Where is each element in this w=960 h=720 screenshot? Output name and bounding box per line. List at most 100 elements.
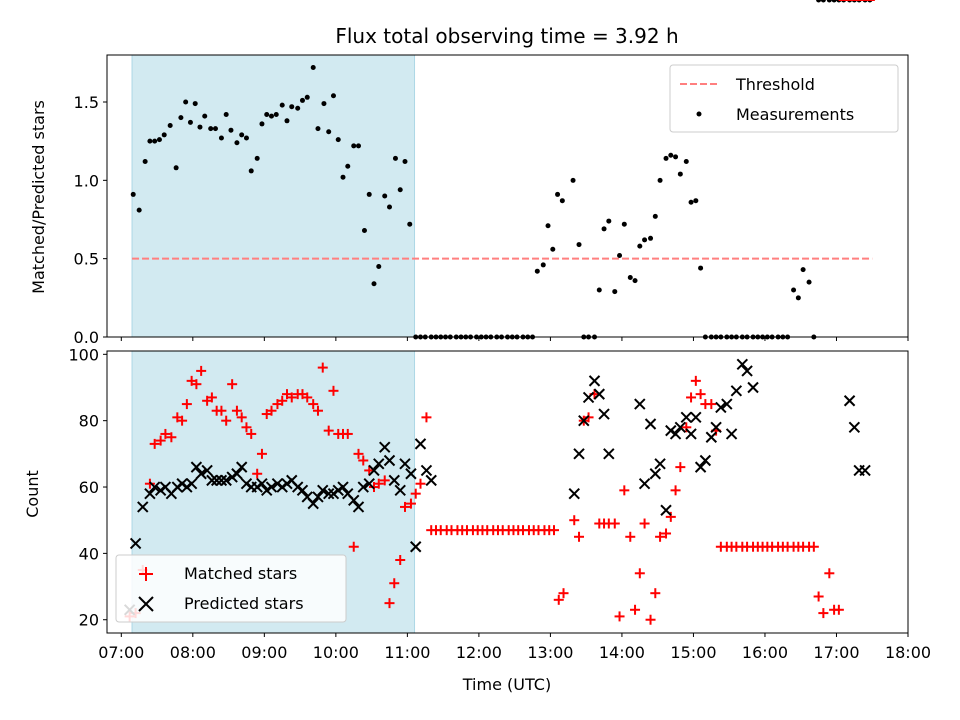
matched-star-point <box>206 392 217 403</box>
matched-star-point <box>328 385 339 396</box>
bottom-y-tick-label: 40 <box>79 544 99 563</box>
bottom-y-tick-label: 80 <box>79 412 99 431</box>
predicted-star-point <box>226 471 238 483</box>
matched-star-point <box>609 518 620 529</box>
measurement-point <box>187 119 193 125</box>
matched-star-point <box>706 399 717 410</box>
matched-star-point <box>149 438 160 449</box>
measurement-point <box>657 177 663 183</box>
measurement-point <box>632 278 638 284</box>
predicted-star-point <box>654 458 666 470</box>
measurement-point <box>345 163 351 169</box>
measurement-point <box>330 93 336 99</box>
measurement-point <box>356 143 362 149</box>
predicted-star-point <box>235 461 248 473</box>
measurement-point <box>407 221 413 227</box>
predicted-star-point <box>195 468 207 480</box>
measurement-point <box>820 0 826 3</box>
measurement-point <box>161 132 167 138</box>
matched-star-point <box>231 405 242 416</box>
top-y-tick-label: 0.0 <box>74 328 99 347</box>
measurement-point <box>340 174 346 180</box>
bottom-y-tick-label: 100 <box>68 345 99 364</box>
matched-star-point <box>670 485 681 496</box>
measurement-point <box>816 0 822 3</box>
matched-star-point <box>415 478 426 489</box>
x-axis-label: Time (UTC) <box>462 675 551 694</box>
measurement-point <box>576 242 582 248</box>
bottom-y-tick-label: 20 <box>79 611 99 630</box>
measurement-point <box>663 155 669 161</box>
measurement-point <box>223 112 229 118</box>
x-tick-label: 16:00 <box>742 643 788 662</box>
matched-star-point <box>196 365 207 376</box>
top-y-tick-label: 1.5 <box>74 93 99 112</box>
predicted-star-point <box>363 477 375 490</box>
measurement-point <box>248 168 254 174</box>
matched-star-point <box>342 428 353 439</box>
top-axes-frame <box>106 54 909 338</box>
measurement-point <box>392 155 398 161</box>
predicted-star-point <box>368 464 380 477</box>
predicted-star-point <box>644 418 657 430</box>
predicted-star-point <box>379 441 391 453</box>
predicted-star-point <box>201 464 213 477</box>
predicted-star-point <box>715 401 727 414</box>
predicted-star-point <box>598 408 610 420</box>
measurement-point <box>397 187 403 193</box>
matched-star-point <box>246 428 257 439</box>
measurement-point <box>243 135 249 141</box>
matched-star-point <box>379 475 390 486</box>
predicted-star-point <box>292 481 304 493</box>
matched-star-point <box>639 518 650 529</box>
measurement-point <box>156 137 162 143</box>
bottom-y-ticks: 20 40 60 80 100 <box>68 345 107 630</box>
top-y-ticks: 0.0 0.5 1.0 1.5 <box>74 93 107 347</box>
measurement-point <box>693 198 699 204</box>
predicted-star-point <box>137 501 149 513</box>
predicted-star-point <box>603 448 615 460</box>
measurement-point <box>596 287 602 293</box>
matched-star-point <box>661 528 672 539</box>
predicted-star-point <box>296 484 309 497</box>
matched-star-point <box>614 611 625 622</box>
predicted-star-point <box>215 474 228 487</box>
measurement-point <box>259 121 265 127</box>
x-tick-label: 11:00 <box>384 643 430 662</box>
matched-star-point <box>364 465 375 476</box>
predicted-star-point <box>747 381 759 394</box>
measurement-point <box>637 243 643 249</box>
matched-star-point <box>399 501 410 512</box>
bottom-panel: 20 40 60 80 100 07:00 08:00 09:00 10:00 11:00 12:… <box>23 0 931 694</box>
measurement-point <box>178 115 184 121</box>
matched-star-point <box>312 405 323 416</box>
measurement-point <box>295 105 301 111</box>
measurement-point <box>806 279 812 285</box>
measurement-point <box>289 104 295 110</box>
measurement-point <box>601 226 607 232</box>
measurement-point <box>648 235 654 241</box>
measurement-point <box>173 165 179 171</box>
predicted-star-point <box>665 424 677 437</box>
predicted-star-point <box>399 458 411 470</box>
measurement-point <box>652 213 658 219</box>
predicted-star-point <box>649 468 662 480</box>
predicted-star-point <box>312 491 324 503</box>
matched-star-point <box>191 379 202 390</box>
matched-star-point <box>317 362 328 373</box>
measurement-point <box>791 287 797 293</box>
measurement-point <box>402 159 408 165</box>
predicted-star-point <box>276 481 288 493</box>
predicted-star-point <box>332 484 344 497</box>
top-y-tick-label: 1.0 <box>74 171 99 190</box>
predicted-star-point <box>674 421 687 434</box>
measurement-point <box>361 227 367 233</box>
measurement-point <box>673 154 679 160</box>
measurement-point <box>273 112 279 118</box>
bottom-y-tick-label: 60 <box>79 478 99 497</box>
predicted-star-point <box>573 448 585 460</box>
predicted-star-point <box>327 487 340 500</box>
predicted-star-point <box>271 477 284 490</box>
measurement-point <box>800 267 806 273</box>
predicted-star-point <box>685 428 697 440</box>
